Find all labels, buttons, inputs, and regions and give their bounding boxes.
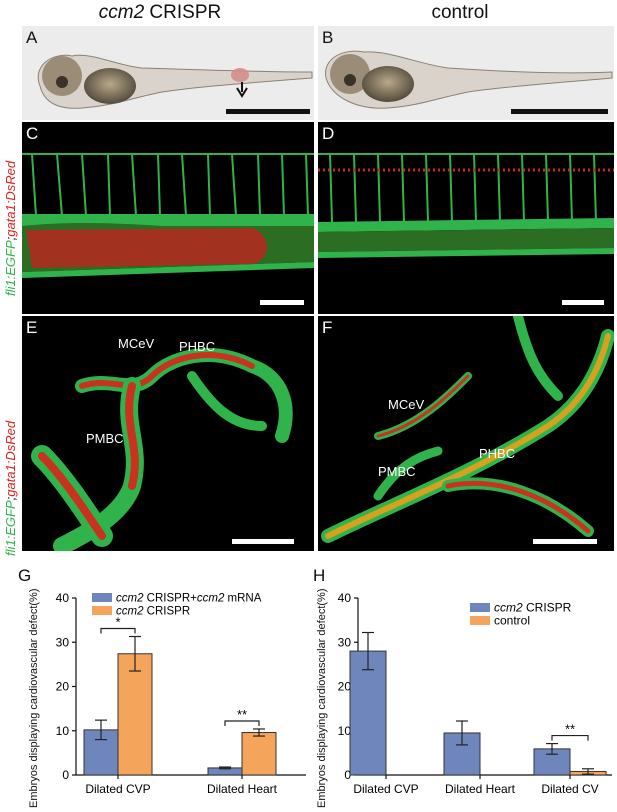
trunk-vasculature-c (22, 153, 314, 278)
side-label-ef: fli1:EGFP;gata1:DsRed (3, 421, 18, 556)
chart-h-ylabel: Embryos displaying cardiovascular defect… (316, 588, 328, 808)
y-tick-label: 10 (56, 724, 70, 738)
bar (241, 732, 277, 776)
x-tick-label: Dilated CVP (85, 782, 150, 796)
vessel-label-f-mcev: MCeV (388, 397, 425, 412)
legend-swatch (92, 606, 112, 615)
y-tick-label: 40 (56, 591, 70, 605)
arrow-icon (236, 82, 248, 98)
panel-f-fluorescence: F MCeV PMBC PHBC (318, 316, 614, 551)
right-column-title: control (431, 2, 489, 23)
panel-letter-e: E (26, 318, 38, 337)
side-label-cd: fli1:EGFP;gata1:DsRed (3, 161, 18, 296)
panel-letter-c: C (26, 124, 39, 143)
side-label-ef-part1: fli1:EGFP (3, 500, 18, 556)
y-tick-label: 30 (338, 635, 352, 649)
scale-bar-d (562, 300, 604, 305)
vessel-label-e-mcev: MCeV (118, 336, 155, 351)
y-tick-label: 10 (338, 724, 352, 738)
head-vasculature-e (31, 348, 293, 551)
significance-bracket (224, 720, 260, 726)
side-label-ef-sep: ; (3, 496, 18, 501)
panel-c-fluorescence: C (22, 122, 314, 314)
chart-g: 0 10 20 30 40 Dilated CVP * Dilated Heart ** ccm2… (56, 591, 306, 796)
legend-label: control (494, 614, 530, 628)
vessel-label-f-phbc: PHBC (479, 446, 516, 461)
scale-bar-c (260, 300, 304, 305)
y-tick-label: 20 (56, 680, 70, 694)
legend-swatch (470, 616, 490, 625)
vessel-label-f-pmbc: PMBC (378, 464, 416, 479)
left-title-gene: ccm2 (98, 2, 145, 23)
x-tick-label: Dilated Heart (207, 782, 278, 796)
significance-bracket (100, 627, 136, 634)
vessel-label-e-phbc: PHBC (179, 339, 216, 354)
panel-d-fluorescence: D (318, 122, 614, 314)
y-tick-label: 0 (62, 768, 69, 782)
panel-letter-b: B (322, 28, 334, 47)
left-title-rest: CRISPR (144, 2, 222, 23)
chart-g-ylabel: Embryos displaying cardiovascular defect… (28, 588, 40, 808)
panel-letter-a: A (26, 28, 38, 47)
side-label-ef-part2: gata1:DsRed (3, 420, 18, 497)
bar (117, 653, 153, 776)
side-label-cd-sep: ; (3, 236, 18, 241)
panel-letter-g: G (18, 566, 32, 585)
significance-marker: * (115, 614, 120, 629)
left-column-title: ccm2 CRISPR (10, 2, 310, 24)
side-label-cd-part1: fli1:EGFP (3, 240, 18, 296)
embryo-b-image (325, 50, 613, 109)
x-tick-label: Dilated CV (541, 782, 598, 796)
significance-marker: ** (237, 707, 247, 722)
legend-swatch (470, 603, 490, 612)
trunk-vasculature-d (318, 153, 614, 258)
y-tick-label: 0 (344, 768, 351, 782)
legend-label: ccm2 CRISPR (116, 606, 190, 618)
y-tick-label: 20 (338, 680, 352, 694)
legend-swatch (92, 593, 112, 602)
panel-letter-f: F (322, 318, 333, 337)
scale-bar-a (226, 109, 310, 114)
panel-letter-h: H (313, 566, 326, 585)
panel-letter-d: D (322, 124, 335, 143)
bar (349, 650, 387, 776)
head-vasculature-f (321, 316, 614, 543)
embryo-a-image (37, 54, 313, 109)
x-tick-label: Dilated CVP (353, 782, 418, 796)
side-label-cd-part2: gata1:DsRed (3, 160, 18, 237)
panel-e-fluorescence: E MCeV PHBC PMBC (22, 316, 314, 551)
x-tick-label: Dilated Heart (445, 782, 516, 796)
scale-bar-b (511, 109, 608, 114)
y-tick-label: 40 (338, 591, 352, 605)
vessel-label-e-pmbc: PMBC (86, 431, 124, 446)
scale-bar-f (533, 539, 597, 544)
legend-label: ccm2 CRISPR (494, 601, 572, 615)
chart-h: 0 10 20 30 40 Dilated CVP Dilated Heart Dilated… (338, 591, 612, 796)
y-tick-label: 30 (56, 635, 70, 649)
legend-label: ccm2 CRISPR+ccm2 mRNA (116, 593, 262, 605)
scale-bar-e (232, 539, 294, 544)
bar (533, 748, 571, 776)
significance-bracket (551, 734, 589, 741)
panel-a-brightfield: A (22, 26, 314, 120)
panel-b-brightfield: B (318, 26, 614, 120)
significance-marker: ** (565, 722, 575, 737)
